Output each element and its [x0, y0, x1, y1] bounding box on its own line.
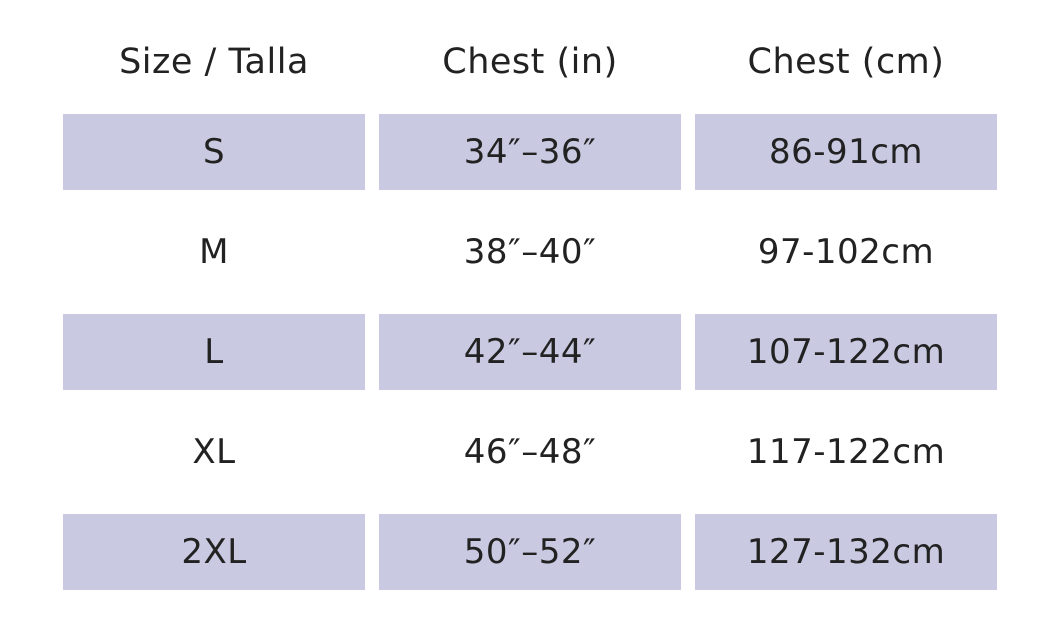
table-cell: XL [192, 432, 236, 472]
table-cell: 117-122cm [746, 432, 946, 472]
table-cell: 34″–36″ [379, 114, 681, 190]
table-cell: 97-102cm [757, 232, 935, 272]
table-cell: 2XL [63, 514, 365, 590]
column-header: Size / Talla [119, 42, 309, 82]
table-cell: 107-122cm [695, 314, 997, 390]
column-header: Chest (cm) [747, 42, 945, 82]
column-header: Chest (in) [442, 42, 618, 82]
table-cell: 127-132cm [695, 514, 997, 590]
table-cell: 46″–48″ [463, 432, 597, 472]
table-cell: 86-91cm [695, 114, 997, 190]
table-cell: M [199, 232, 229, 272]
table-cell: 42″–44″ [379, 314, 681, 390]
table-cell: S [63, 114, 365, 190]
table-cell: 50″–52″ [379, 514, 681, 590]
table-cell: 38″–40″ [463, 232, 597, 272]
table-cell: L [63, 314, 365, 390]
